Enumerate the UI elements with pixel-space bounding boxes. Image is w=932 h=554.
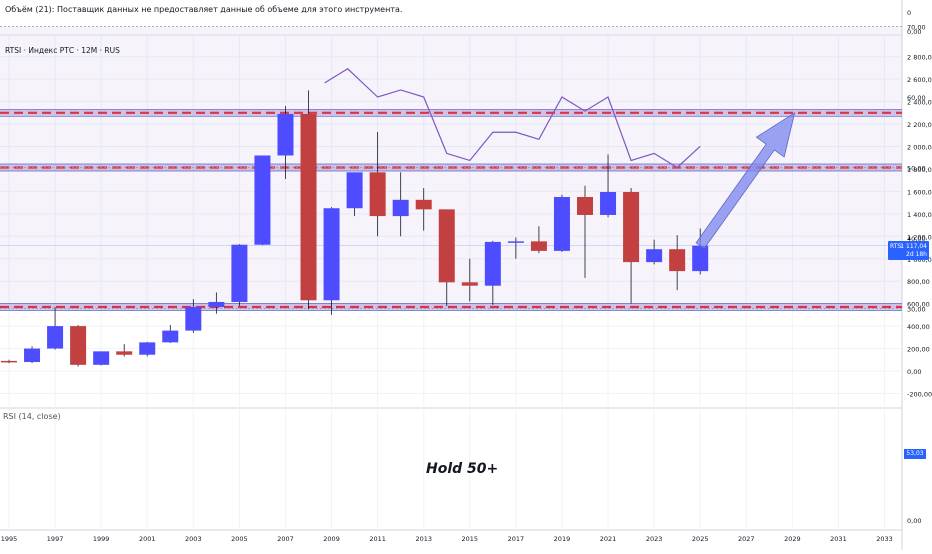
time-tick-label: 2013	[415, 535, 432, 543]
volume-tick-label: 0	[907, 9, 911, 17]
candle-body	[415, 199, 432, 210]
candle-body	[70, 326, 87, 365]
candle-body	[600, 191, 617, 215]
price-tick-label: 2 400,00	[907, 99, 932, 107]
time-tick-label: 2021	[600, 535, 617, 543]
candle-body	[300, 113, 317, 301]
time-tick-label: 2001	[139, 535, 156, 543]
price-tick-label: 2 000,00	[907, 144, 932, 152]
price-tick-label: 2 600,00	[907, 76, 932, 84]
candle-body	[323, 208, 340, 301]
volume-note: Объём (21): Поставщик данных не предоста…	[5, 5, 403, 14]
candle-body	[254, 155, 271, 245]
rsi-tick-label: 30,00	[907, 306, 926, 314]
candle-body	[346, 172, 363, 209]
time-tick-label: 2003	[185, 535, 202, 543]
rsi-tick-label: 70,00	[907, 24, 926, 32]
rsi-tick-label: 50,00	[907, 165, 926, 173]
time-tick-label: 2025	[692, 535, 709, 543]
candle-body	[577, 197, 593, 215]
price-tick-label: -200,00	[907, 390, 932, 398]
time-tick-label: 2027	[738, 535, 755, 543]
candle-body	[461, 282, 478, 286]
time-tick-label: 2009	[323, 535, 340, 543]
rsi-indicator-label[interactable]: RSI (14, close)	[3, 412, 61, 421]
candle-body	[369, 172, 386, 217]
price-tick-label: 1 800,00	[907, 166, 932, 174]
price-tick-label: 200,00	[907, 346, 930, 354]
rsi-tick-label: 60,00	[907, 94, 926, 102]
candle-body	[507, 241, 524, 243]
time-tick-label: 2029	[784, 535, 801, 543]
candle-body	[185, 307, 202, 331]
rsi-last-value-badge: 53,03	[904, 449, 926, 459]
rsi-line	[324, 68, 701, 169]
time-tick-label: 2007	[277, 535, 294, 543]
candle-body	[277, 113, 294, 156]
rsi-annotation: Hold 50+	[426, 461, 499, 477]
time-tick-label: 2011	[369, 535, 386, 543]
candle-body	[208, 301, 225, 308]
time-tick-label: 2019	[554, 535, 571, 543]
candle-body	[530, 241, 547, 251]
time-tick-label: 2033	[876, 535, 893, 543]
time-tick-label: 2005	[231, 535, 248, 543]
candle-body	[392, 199, 409, 217]
candle-body	[623, 191, 640, 263]
time-tick-label: 2017	[508, 535, 525, 543]
symbol-title: RTSI · Индекс РТС · 12M · RUS	[5, 46, 120, 55]
candle-body	[93, 351, 110, 365]
price-tick-label: 2 800,00	[907, 54, 932, 62]
candle-body	[231, 244, 248, 302]
candle-body	[116, 351, 133, 355]
rsi-tick-label: 0,00	[907, 517, 921, 525]
price-badge-value: 1 117,04	[900, 243, 927, 250]
price-tick-label: 1 400,00	[907, 211, 932, 219]
projection-arrow	[695, 111, 796, 250]
price-tick-label: 2 200,00	[907, 121, 932, 129]
price-tick-label: 600,00	[907, 301, 930, 309]
time-tick-label: 1999	[93, 535, 110, 543]
rsi-tick-label: 40,00	[907, 235, 926, 243]
candle-body	[438, 209, 455, 283]
candle-body	[47, 326, 64, 349]
candle-body	[646, 249, 663, 263]
time-tick-label: 2031	[830, 535, 847, 543]
price-badge-symbol: RTSI	[890, 243, 903, 250]
price-tick-label: 800,00	[907, 278, 930, 286]
candle-body	[139, 342, 156, 355]
candle-body	[669, 249, 686, 272]
last-price-badge: RTSI 1 117,04 2d 18h	[888, 241, 929, 260]
candle-body	[692, 245, 709, 272]
price-tick-label: 0,00	[907, 368, 921, 376]
price-tick-label: 1 600,00	[907, 188, 932, 196]
candle-body	[24, 348, 41, 363]
price-tick-label: 1 200,00	[907, 233, 932, 241]
time-tick-label: 1995	[1, 535, 18, 543]
candle-body	[553, 197, 570, 251]
candle-body	[484, 241, 501, 286]
candle-body	[162, 330, 179, 343]
time-tick-label: 1997	[47, 535, 64, 543]
price-badge-countdown: 2d 18h	[906, 251, 927, 258]
time-tick-label: 2015	[462, 535, 479, 543]
time-tick-label: 2023	[646, 535, 663, 543]
volume-tick-label: 0,00	[907, 28, 921, 36]
price-tick-label: 400,00	[907, 323, 930, 331]
candle-body	[1, 360, 17, 363]
